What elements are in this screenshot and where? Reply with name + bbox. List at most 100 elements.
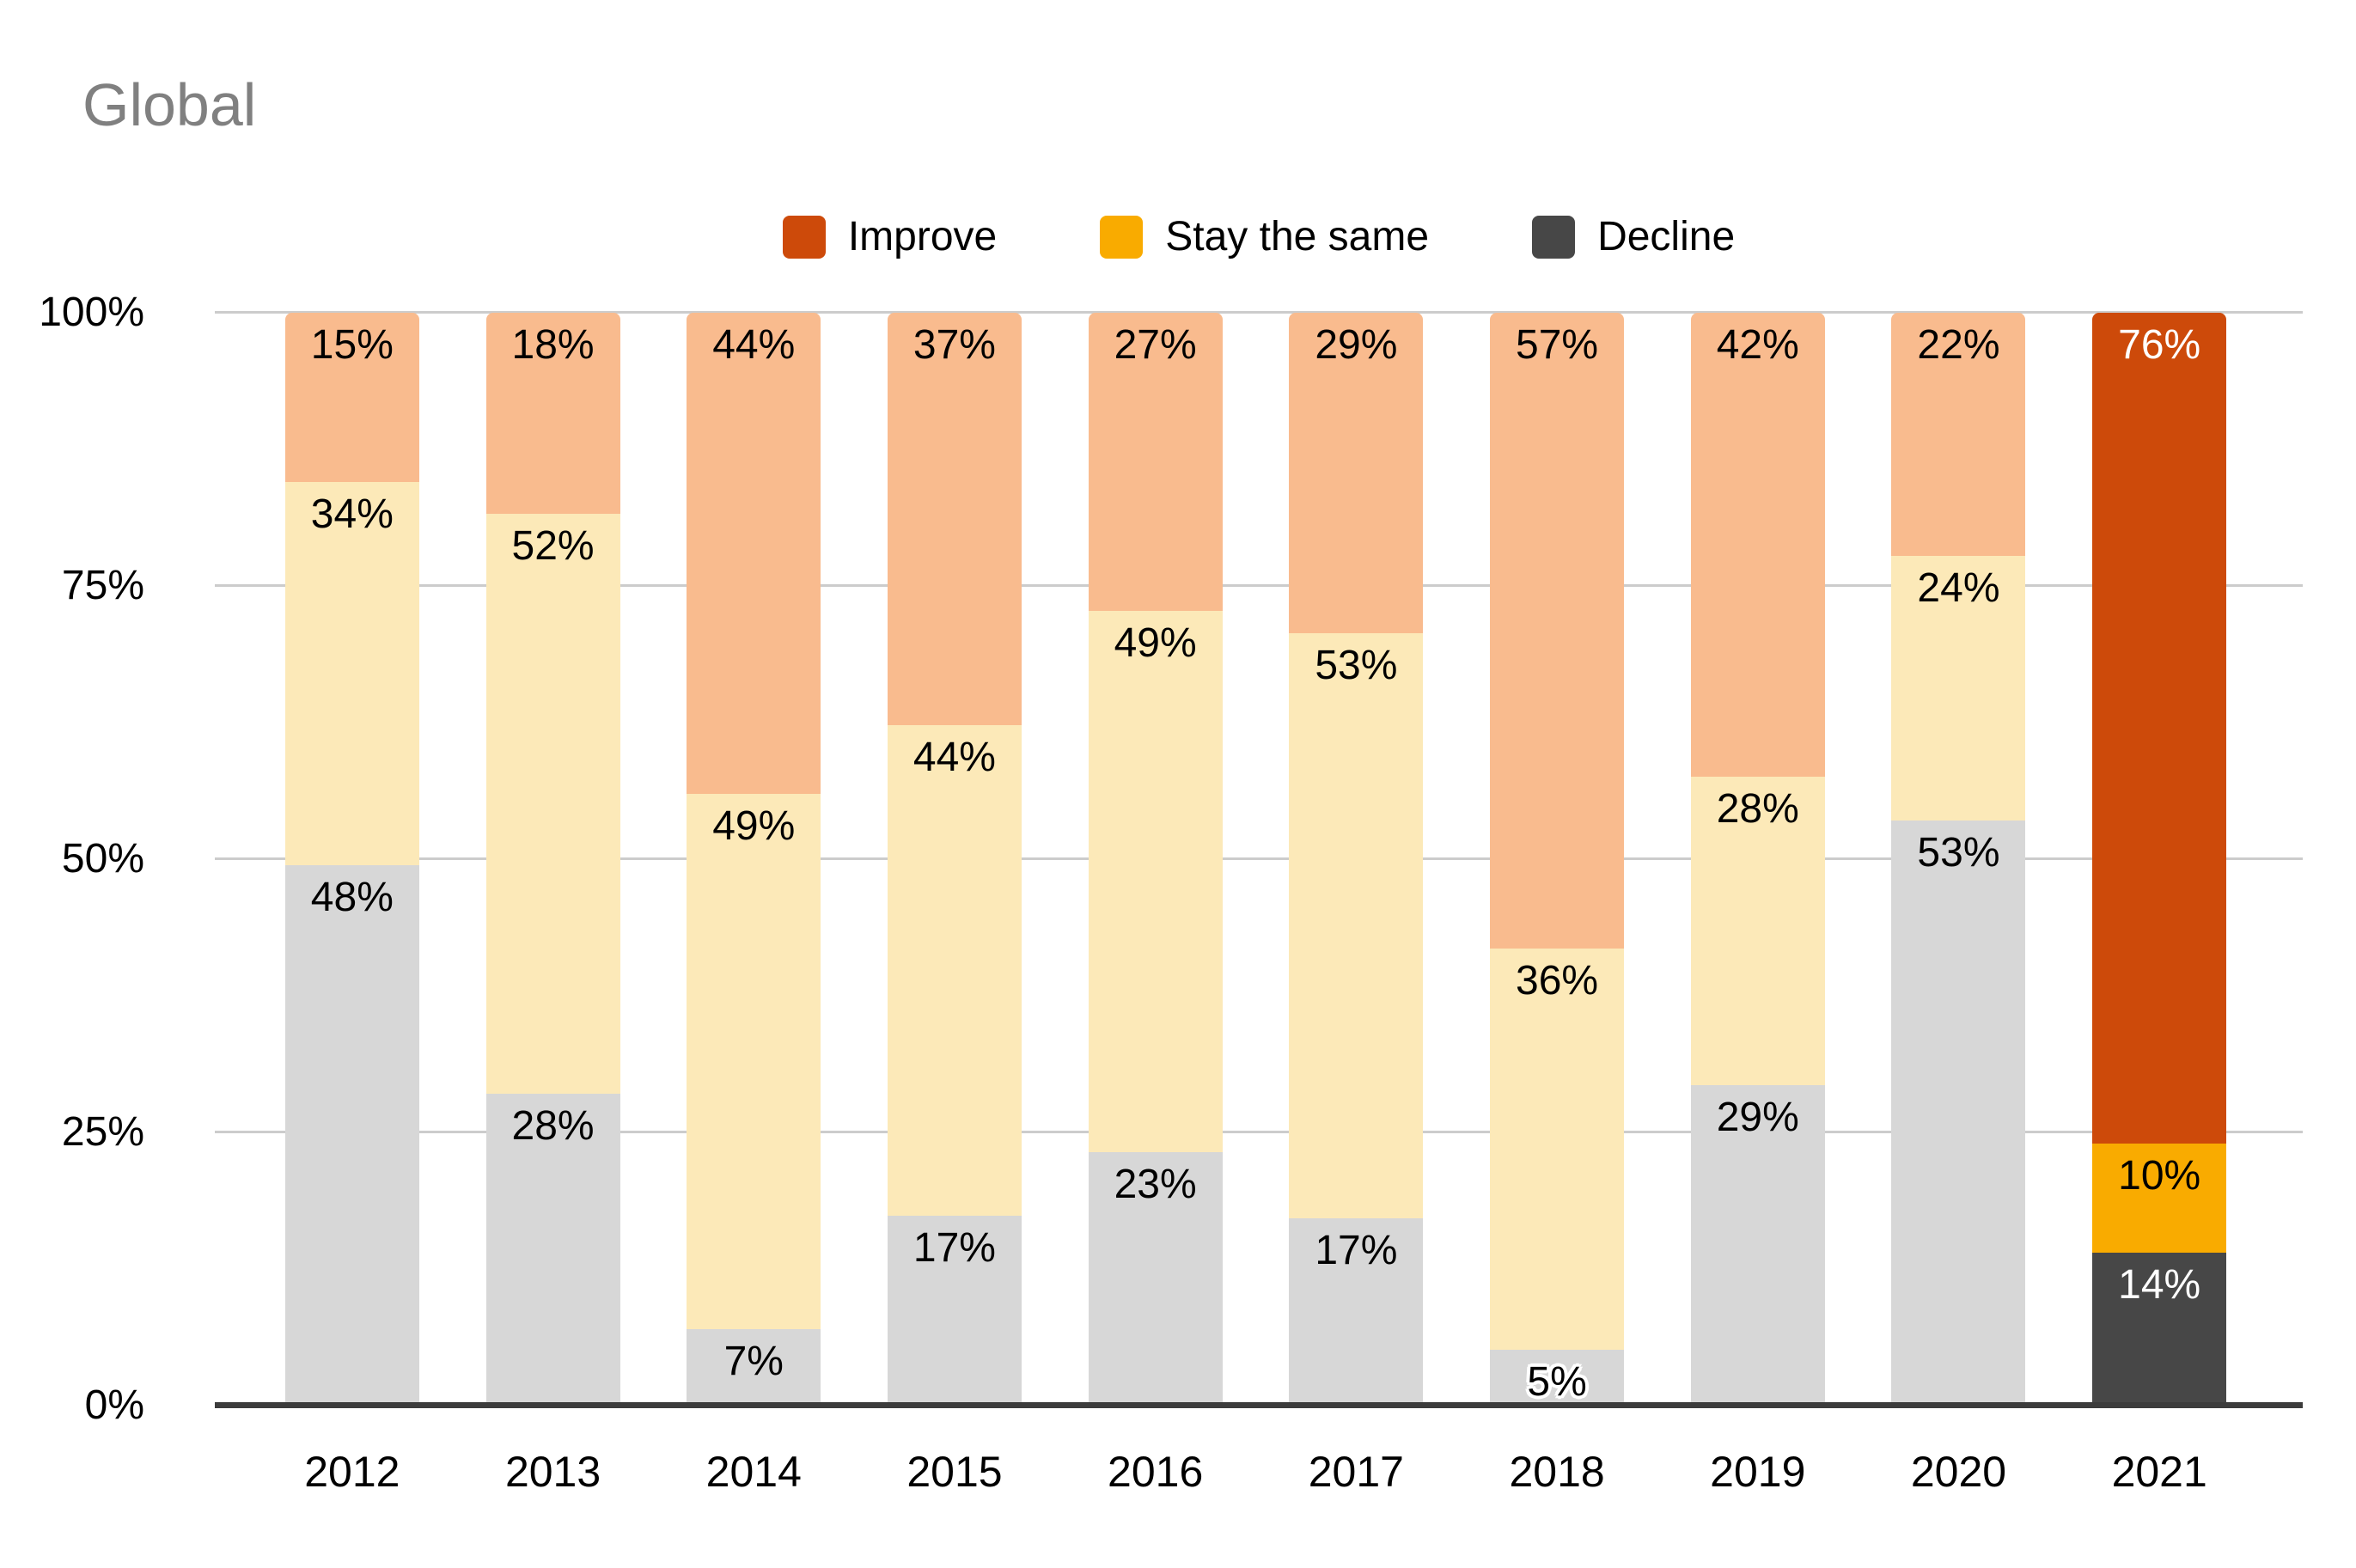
page-title: Global [82, 71, 257, 138]
segment-label: 18% [511, 322, 595, 369]
segment-label: 36% [1516, 957, 1599, 1004]
segment-label: 53% [1315, 642, 1398, 688]
segment-label: 42% [1716, 322, 1799, 369]
bar-2015: 17% 44% 37% [887, 313, 1022, 1406]
segment-2021-improve: 76% [2092, 313, 2227, 1144]
x-axis-label-2014: 2014 [705, 1448, 802, 1496]
bar-column-2019: 29% 28% 42% [1657, 313, 1859, 1406]
gridline-75% [215, 584, 2303, 587]
bar-column-2015: 17% 44% 37% [854, 313, 1055, 1406]
gridline-50% [215, 857, 2303, 860]
segment-label: 23% [1114, 1161, 1197, 1207]
segment-label: 49% [712, 802, 796, 849]
bar-2017: 17% 53% 29% [1289, 313, 1424, 1406]
segment-label: 29% [1315, 322, 1398, 369]
segment-2018-improve: 57% [1490, 313, 1625, 949]
segment-2013-decline: 28% [485, 1093, 620, 1406]
bar-column-2020: 53% 24% 22% [1859, 313, 2060, 1406]
legend-label-decline: Decline [1597, 214, 1736, 259]
segment-2012-stay-the-same: 34% [284, 481, 419, 865]
segment-label: 44% [912, 735, 996, 781]
segment-label: 14% [2118, 1261, 2201, 1308]
y-axis-tick-label: 0% [84, 1382, 144, 1428]
x-axis-label-2020: 2020 [1910, 1448, 2007, 1496]
segment-2018-decline: 5% [1490, 1350, 1625, 1406]
segment-2015-improve: 37% [887, 313, 1022, 726]
bar-column-2013: 28% 52% 18% [453, 313, 654, 1406]
segment-label: 5% [1527, 1359, 1587, 1406]
segment-label: 10% [2118, 1152, 2201, 1199]
legend: Improve Stay the same Decline [215, 213, 2303, 260]
segment-2017-improve: 29% [1289, 313, 1424, 633]
segment-2014-stay-the-same: 49% [687, 793, 821, 1329]
gridline-100% [215, 311, 2303, 314]
bar-2018: 5% 36% 57% [1490, 313, 1625, 1406]
segment-label: 76% [2118, 322, 2201, 369]
bar-column-2016: 23% 49% 27% [1055, 313, 1256, 1406]
segment-2012-improve: 15% [284, 313, 419, 482]
segment-label: 27% [1114, 322, 1197, 369]
segment-label: 15% [310, 322, 394, 369]
x-axis-label-2017: 2017 [1308, 1448, 1404, 1496]
legend-label-stay-the-same: Stay the same [1165, 214, 1430, 259]
segment-2016-decline: 23% [1088, 1151, 1223, 1406]
legend-item-stay-the-same: Stay the same [1100, 213, 1429, 260]
bar-column-2012: 48% 34% 15% [252, 313, 453, 1406]
segment-2013-stay-the-same: 52% [485, 513, 620, 1094]
x-axis-label-2021: 2021 [2111, 1448, 2207, 1496]
x-axis-label-2018: 2018 [1509, 1448, 1605, 1496]
bar-2012: 48% 34% 15% [284, 313, 419, 1406]
decline-swatch-icon [1532, 215, 1576, 259]
segment-2015-decline: 17% [887, 1216, 1022, 1406]
segment-label: 34% [310, 491, 394, 537]
segment-2015-stay-the-same: 44% [887, 725, 1022, 1217]
legend-item-decline: Decline [1532, 213, 1735, 260]
bar-2021: 14% 10% 76% [2092, 313, 2227, 1406]
segment-2021-decline: 14% [2092, 1252, 2227, 1406]
segment-label: 28% [1716, 785, 1799, 832]
y-axis-tick-label: 25% [61, 1109, 144, 1155]
segment-2016-improve: 27% [1088, 313, 1223, 611]
legend-label-improve: Improve [847, 214, 998, 259]
segment-label: 49% [1114, 619, 1197, 666]
gridline-25% [215, 1131, 2303, 1133]
segment-label: 7% [723, 1338, 784, 1384]
segment-2017-decline: 17% [1289, 1217, 1424, 1406]
stay-the-same-swatch-icon [1100, 215, 1144, 259]
segment-2016-stay-the-same: 49% [1088, 610, 1223, 1152]
bar-column-2014: 7% 49% 44% [653, 313, 854, 1406]
plot-area: 48% 34% 15% 28% 52% 18% 7% 49% 44% 17% 44% 37% 23% 49… [39, 290, 2303, 1428]
x-axis-label-2016: 2016 [1108, 1448, 1204, 1496]
segment-2021-stay-the-same: 10% [2092, 1143, 2227, 1253]
segment-2020-stay-the-same: 24% [1891, 555, 2026, 821]
x-axis-label-2015: 2015 [906, 1448, 1003, 1496]
segment-label: 53% [1917, 830, 2000, 876]
segment-2020-improve: 22% [1891, 313, 2026, 556]
segment-2013-improve: 18% [485, 313, 620, 514]
y-axis-tick-label: 100% [39, 290, 144, 335]
segment-label: 48% [310, 874, 394, 920]
segment-2012-decline: 48% [284, 864, 419, 1406]
segment-label: 52% [511, 522, 595, 569]
legend-item-improve: Improve [782, 213, 998, 260]
segment-label: 17% [912, 1225, 996, 1272]
bars-container: 48% 34% 15% 28% 52% 18% 7% 49% 44% 17% 44% 37% 23% 49… [252, 313, 2260, 1406]
segment-label: 17% [1315, 1227, 1398, 1273]
segment-label: 28% [511, 1102, 595, 1149]
segment-label: 22% [1917, 322, 2000, 369]
y-axis-tick-label: 75% [61, 563, 144, 608]
bar-2013: 28% 52% 18% [485, 313, 620, 1406]
bar-column-2017: 17% 53% 29% [1256, 313, 1457, 1406]
segment-2019-decline: 29% [1690, 1085, 1825, 1406]
segment-label: 57% [1516, 322, 1599, 369]
bar-2019: 29% 28% 42% [1690, 313, 1825, 1406]
segment-label: 37% [912, 322, 996, 369]
segment-2014-decline: 7% [687, 1328, 821, 1406]
x-axis-label-2019: 2019 [1710, 1448, 1806, 1496]
segment-label: 44% [712, 322, 796, 369]
bar-2014: 7% 49% 44% [687, 313, 821, 1406]
segment-label: 24% [1917, 564, 2000, 611]
bar-2020: 53% 24% 22% [1891, 313, 2026, 1406]
x-axis-line [215, 1402, 2303, 1408]
